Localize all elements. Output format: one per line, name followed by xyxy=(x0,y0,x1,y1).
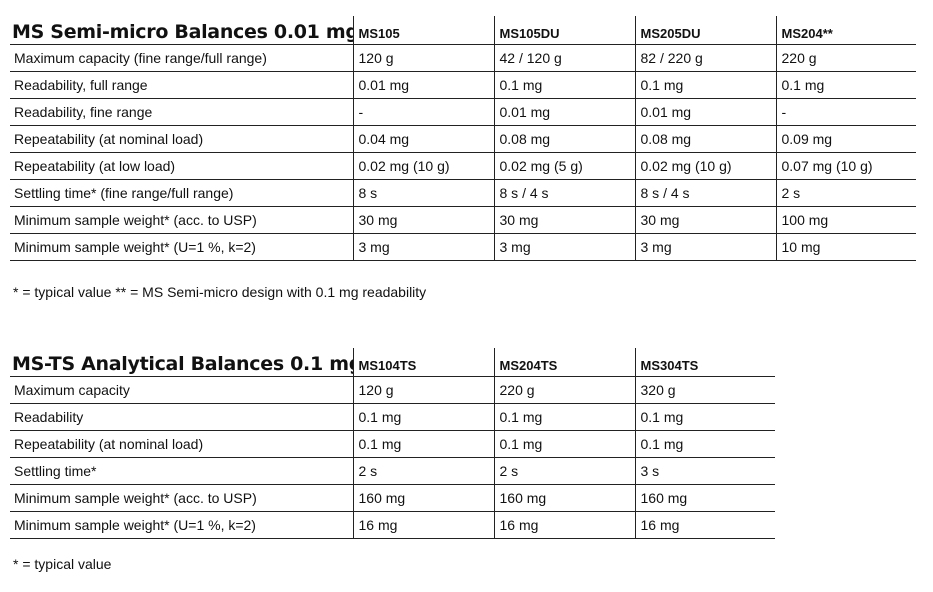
table-row: Minimum sample weight* (acc. to USP) 160 … xyxy=(10,484,775,512)
spec-value: 220 g xyxy=(775,44,916,72)
spec-value: 8 s / 4 s xyxy=(493,179,635,207)
spec-label: Maximum capacity (fine range/full range) xyxy=(10,44,353,72)
spec-label: Readability, full range xyxy=(10,71,353,99)
model-header: MS304TS xyxy=(634,348,775,377)
table-row: Settling time* (fine range/full range) 8 … xyxy=(10,179,916,207)
spec-value: 3 mg xyxy=(352,233,494,261)
spec-value: 0.1 mg xyxy=(493,403,635,431)
spec-label: Minimum sample weight* (acc. to USP) xyxy=(10,206,353,234)
spec-value: 0.02 mg (10 g) xyxy=(634,152,776,180)
spec-value: 30 mg xyxy=(493,206,635,234)
table-row: Repeatability (at nominal load) 0.1 mg 0.1… xyxy=(10,430,775,458)
table-row: Maximum capacity 120 g 220 g 320 g xyxy=(10,376,775,404)
spec-value: 320 g xyxy=(634,376,775,404)
spec-value: 160 mg xyxy=(352,484,494,512)
table-row: Minimum sample weight* (U=1 %, k=2) 3 mg 3… xyxy=(10,233,916,261)
spec-value: 120 g xyxy=(352,376,494,404)
spec-value: 0.02 mg (10 g) xyxy=(352,152,494,180)
spec-label: Repeatability (at nominal load) xyxy=(10,430,353,458)
spec-value: 0.01 mg xyxy=(493,98,635,126)
spec-label: Repeatability (at low load) xyxy=(10,152,353,180)
spec-value: 0.1 mg xyxy=(493,71,635,99)
spec-value: 0.1 mg xyxy=(493,430,635,458)
semi-micro-title: MS Semi-micro Balances 0.01 mg xyxy=(10,16,353,45)
spec-value: 160 mg xyxy=(634,484,775,512)
spec-value: 16 mg xyxy=(352,511,494,539)
spec-value: 0.1 mg xyxy=(634,403,775,431)
table-row: Readability 0.1 mg 0.1 mg 0.1 mg xyxy=(10,403,775,431)
spec-value: 0.04 mg xyxy=(352,125,494,153)
semi-micro-footnote: * = typical value ** = MS Semi-micro des… xyxy=(13,284,427,300)
spec-value: 0.09 mg xyxy=(775,125,916,153)
spec-value: 3 mg xyxy=(634,233,776,261)
table-row: Repeatability (at nominal load) 0.04 mg 0.… xyxy=(10,125,916,153)
spec-label: Settling time* (fine range/full range) xyxy=(10,179,353,207)
spec-value: 120 g xyxy=(352,44,494,72)
table-row: Minimum sample weight* (acc. to USP) 30 m… xyxy=(10,206,916,234)
spec-value: 3 s xyxy=(634,457,775,485)
spec-value: 8 s xyxy=(352,179,494,207)
spec-label: Repeatability (at nominal load) xyxy=(10,125,353,153)
spec-value: 10 mg xyxy=(775,233,916,261)
spec-label: Minimum sample weight* (acc. to USP) xyxy=(10,484,353,512)
spec-value: 0.1 mg xyxy=(775,71,916,99)
spec-value: 0.08 mg xyxy=(493,125,635,153)
model-header: MS105DU xyxy=(493,16,635,45)
spec-value: 0.07 mg (10 g) xyxy=(775,152,916,180)
spec-value: 8 s / 4 s xyxy=(634,179,776,207)
spec-label: Readability, fine range xyxy=(10,98,353,126)
spec-value: 3 mg xyxy=(493,233,635,261)
spec-value: 2 s xyxy=(493,457,635,485)
spec-value: - xyxy=(352,98,494,126)
model-header: MS104TS xyxy=(352,348,494,377)
model-header: MS105 xyxy=(352,16,494,45)
spec-label: Minimum sample weight* (U=1 %, k=2) xyxy=(10,511,353,539)
semi-micro-spec-table: MS Semi-micro Balances 0.01 mg MS105 MS1… xyxy=(10,16,916,261)
spec-label: Minimum sample weight* (U=1 %, k=2) xyxy=(10,233,353,261)
spec-value: 30 mg xyxy=(634,206,776,234)
analytical-spec-table: MS-TS Analytical Balances 0.1 mg MS104TS… xyxy=(10,348,775,539)
semi-micro-header-row: MS Semi-micro Balances 0.01 mg MS105 MS1… xyxy=(10,16,916,45)
table-row: Readability, fine range -0.01 mg 0.01 mg - xyxy=(10,98,916,126)
table-row: Minimum sample weight* (U=1 %, k=2) 16 mg… xyxy=(10,511,775,539)
analytical-footnote: * = typical value xyxy=(13,556,112,572)
spec-value: 0.01 mg xyxy=(634,98,776,126)
spec-value: 0.1 mg xyxy=(634,71,776,99)
spec-label: Readability xyxy=(10,403,353,431)
spec-value: 2 s xyxy=(352,457,494,485)
spec-value: 16 mg xyxy=(634,511,775,539)
spec-value: 0.02 mg (5 g) xyxy=(493,152,635,180)
model-header: MS204TS xyxy=(493,348,635,377)
model-header: MS204** xyxy=(775,16,916,45)
spec-value: 220 g xyxy=(493,376,635,404)
spec-value: 160 mg xyxy=(493,484,635,512)
spec-value: 42 / 120 g xyxy=(493,44,635,72)
table-row: Maximum capacity (fine range/full range)… xyxy=(10,44,916,72)
spec-label: Maximum capacity xyxy=(10,376,353,404)
spec-value: 16 mg xyxy=(493,511,635,539)
spec-value: 30 mg xyxy=(352,206,494,234)
spec-value: 82 / 220 g xyxy=(634,44,776,72)
spec-value: - xyxy=(775,98,916,126)
spec-value: 0.01 mg xyxy=(352,71,494,99)
analytical-title: MS-TS Analytical Balances 0.1 mg xyxy=(10,348,353,377)
spec-label: Settling time* xyxy=(10,457,353,485)
spec-value: 0.1 mg xyxy=(352,430,494,458)
spec-value: 0.1 mg xyxy=(352,403,494,431)
spec-value: 0.1 mg xyxy=(634,430,775,458)
table-row: Readability, full range 0.01 mg 0.1 mg 0.1 … xyxy=(10,71,916,99)
analytical-header-row: MS-TS Analytical Balances 0.1 mg MS104TS… xyxy=(10,348,775,377)
table-row: Repeatability (at low load) 0.02 mg (10 g… xyxy=(10,152,916,180)
spec-value: 2 s xyxy=(775,179,916,207)
model-header: MS205DU xyxy=(634,16,776,45)
spec-value: 100 mg xyxy=(775,206,916,234)
spec-value: 0.08 mg xyxy=(634,125,776,153)
